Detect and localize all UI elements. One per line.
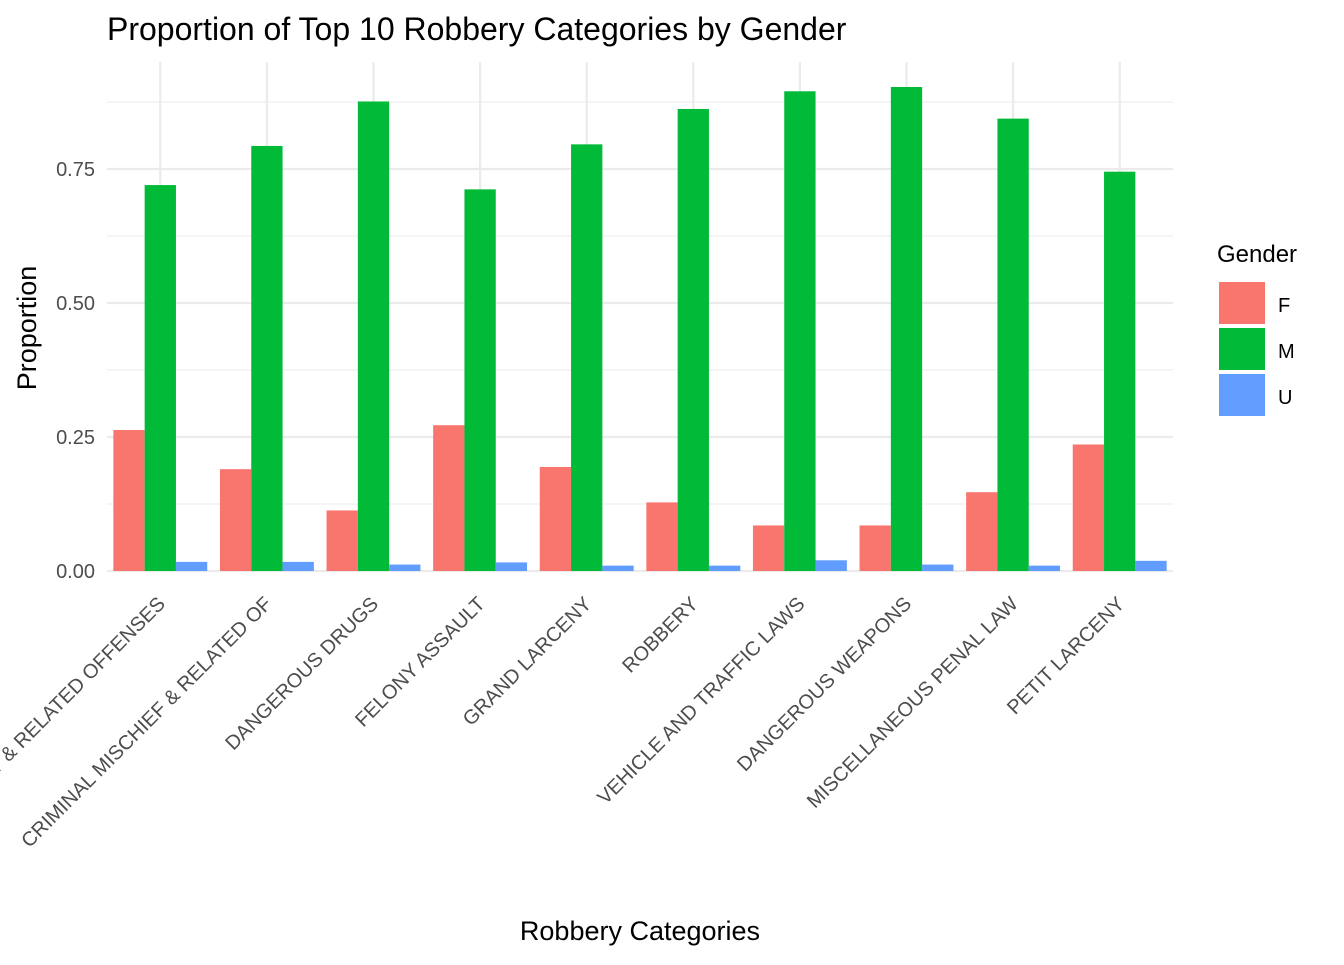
y-axis: 0.00 0.25 0.50 0.75 [56, 159, 95, 583]
bar-m [890, 86, 923, 571]
bar-m [251, 145, 283, 571]
y-tick-label: 0.00 [56, 561, 95, 583]
bar-u [922, 564, 954, 571]
legend-label-u: U [1278, 387, 1292, 409]
bar-f [539, 467, 572, 571]
y-tick-label: 0.75 [56, 159, 95, 181]
chart-title: Proportion of Top 10 Robbery Categories … [107, 11, 847, 47]
y-tick-label: 0.25 [56, 427, 95, 449]
x-tick-label: DANGEROUS WEAPONS [733, 593, 916, 776]
bar-f [433, 425, 465, 571]
bar-m [997, 118, 1029, 571]
x-tick-label: MISCELLANEOUS PENAL LAW [803, 593, 1023, 813]
x-tick-label: PETIT LARCENY [1003, 593, 1129, 719]
bar-f [1072, 444, 1105, 571]
bar-f [326, 510, 358, 571]
bar-m [677, 108, 709, 571]
legend-key-f [1219, 282, 1265, 324]
bar-u [1135, 560, 1167, 571]
bar-group [113, 86, 1167, 572]
bar-m [784, 91, 816, 571]
bar-u [1028, 565, 1061, 571]
bar-m [144, 185, 176, 571]
bar-m [571, 144, 603, 571]
bar-f [966, 492, 998, 571]
y-axis-title: Proportion [12, 266, 42, 391]
legend-label-f: F [1278, 295, 1290, 317]
bar-m [1104, 171, 1136, 571]
bar-m [464, 189, 496, 572]
bar-u [815, 560, 847, 571]
legend-label-m: M [1278, 341, 1295, 363]
bar-u [602, 565, 634, 571]
bar-f [219, 469, 252, 571]
bar-u [175, 561, 208, 571]
x-tick-label: ROBBERY [618, 593, 702, 677]
bar-u [389, 564, 421, 571]
bar-f [113, 430, 145, 571]
legend: Gender F M U [1217, 241, 1297, 416]
x-tick-label: VEHICLE AND TRAFFIC LAWS [593, 593, 809, 809]
x-axis-title: Robbery Categories [520, 916, 760, 946]
bar-m [357, 101, 390, 572]
bar-u [282, 561, 314, 571]
y-tick-label: 0.50 [56, 293, 95, 315]
bar-f [859, 525, 891, 571]
legend-title: Gender [1217, 241, 1297, 268]
bar-u [708, 565, 741, 571]
bar-f [752, 525, 785, 571]
bar-u [495, 562, 528, 571]
legend-key-u [1219, 374, 1265, 416]
legend-key-m [1219, 328, 1265, 370]
bar-f [646, 502, 678, 571]
